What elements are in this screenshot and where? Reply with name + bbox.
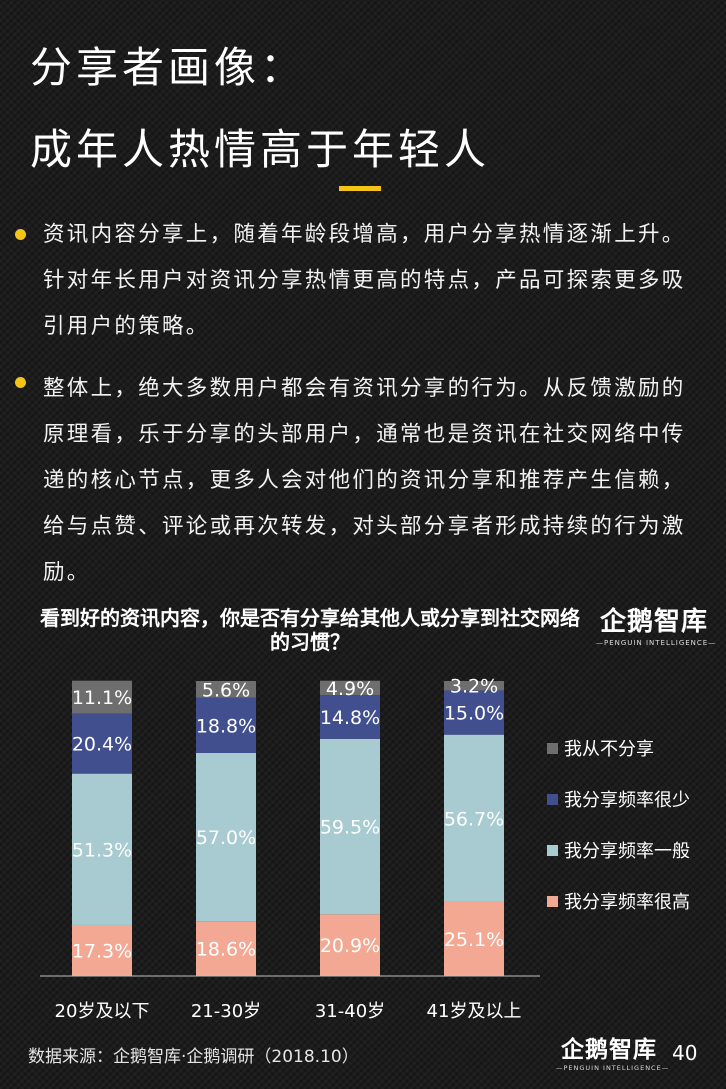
category-label: 21-30岁 (191, 1001, 261, 1022)
data-label: 20.4% (72, 734, 132, 756)
page-title-line-2: 成年人热情高于年轻人 (30, 125, 491, 174)
data-label: 4.9% (326, 678, 374, 700)
data-label: 14.8% (320, 707, 380, 729)
data-label: 3.2% (450, 676, 498, 698)
bar-segment (196, 681, 256, 698)
page-title-line-1: 分享者画像： (30, 43, 307, 92)
data-label: 20.9% (320, 935, 380, 957)
bullet-text-1: 资讯内容分享上，随着年龄段增高，用户分享热情逐渐上升。针对年长用户对资讯分享热情… (43, 222, 686, 339)
data-label: 56.7% (444, 808, 504, 830)
bar-segment (72, 773, 132, 925)
data-label: 17.3% (72, 940, 132, 962)
data-label: 51.3% (72, 839, 132, 861)
bullet-text-2: 整体上，绝大多数用户都会有资讯分享的行为。从反馈激励的原理看，乐于分享的头部用户… (43, 376, 686, 585)
bar-segment (444, 690, 504, 735)
category-label: 41岁及以上 (427, 1001, 522, 1022)
penguin-logo-footer: 企鹅智库 —PENGUIN INTELLIGENCE— (556, 1036, 670, 1073)
stacked-bar-chart: 17.3% 51.3% 20.4% 11.1% 18.6% 57.0% 18.8% 5.6% 2… (40, 676, 690, 1022)
bar-segment (320, 738, 380, 915)
data-label: 5.6% (202, 679, 250, 701)
bar-segment (196, 921, 256, 976)
logo-tagline: —PENGUIN INTELLIGENCE— (556, 1064, 670, 1072)
bar-segment (196, 697, 256, 753)
legend-swatch (547, 794, 558, 805)
legend-label: 我分享频率很高 (564, 892, 690, 913)
logo-name: 企鹅智库 (599, 607, 708, 637)
legend-label: 我从不分享 (564, 739, 654, 760)
legend-label: 我分享频率一般 (564, 841, 690, 862)
data-source: 数据来源：企鹅智库·企鹅调研（2018.10） (28, 1047, 359, 1067)
data-label: 11.1% (72, 687, 132, 709)
page-number: 40 (672, 1041, 698, 1065)
legend-swatch (547, 743, 558, 754)
bar-segment (444, 734, 504, 902)
bar-segment (72, 713, 132, 774)
bar-segment (320, 914, 380, 976)
chart-title: 看到好的资讯内容，你是否有分享给其他人或分享到社交网络的习惯？ (40, 606, 580, 654)
penguin-logo: 企鹅智库 —PENGUIN INTELLIGENCE— (596, 606, 717, 648)
bullet-dot-icon (15, 229, 26, 240)
legend-label: 我分享频率很少 (564, 790, 690, 811)
logo-tagline: —PENGUIN INTELLIGENCE— (596, 639, 717, 647)
data-label: 57.0% (196, 827, 256, 849)
bar-segment (196, 752, 256, 922)
category-labels: 20岁及以下 21-30岁 31-40岁 41岁及以上 (55, 1001, 522, 1022)
bar-segment (72, 680, 132, 714)
bar-segment (72, 924, 132, 976)
bar-segment (320, 695, 380, 739)
data-label: 18.8% (196, 715, 256, 737)
category-label: 20岁及以下 (55, 1001, 150, 1022)
bar-segment (320, 680, 380, 696)
category-label: 31-40岁 (315, 1001, 385, 1022)
bar-segment (444, 901, 504, 976)
logo-name: 企鹅智库 (561, 1037, 657, 1063)
data-label: 25.1% (444, 929, 504, 951)
bar-segment (444, 681, 504, 691)
data-label: 59.5% (320, 817, 380, 839)
bars-layer: 17.3% 51.3% 20.4% 11.1% 18.6% 57.0% 18.8% 5.6% 2… (72, 676, 504, 976)
bullet-dot-icon (15, 377, 26, 388)
legend-swatch (547, 845, 558, 856)
data-label: 18.6% (196, 939, 256, 961)
legend-swatch (547, 896, 558, 907)
title-accent-bar (339, 186, 381, 191)
data-label: 15.0% (444, 703, 504, 725)
